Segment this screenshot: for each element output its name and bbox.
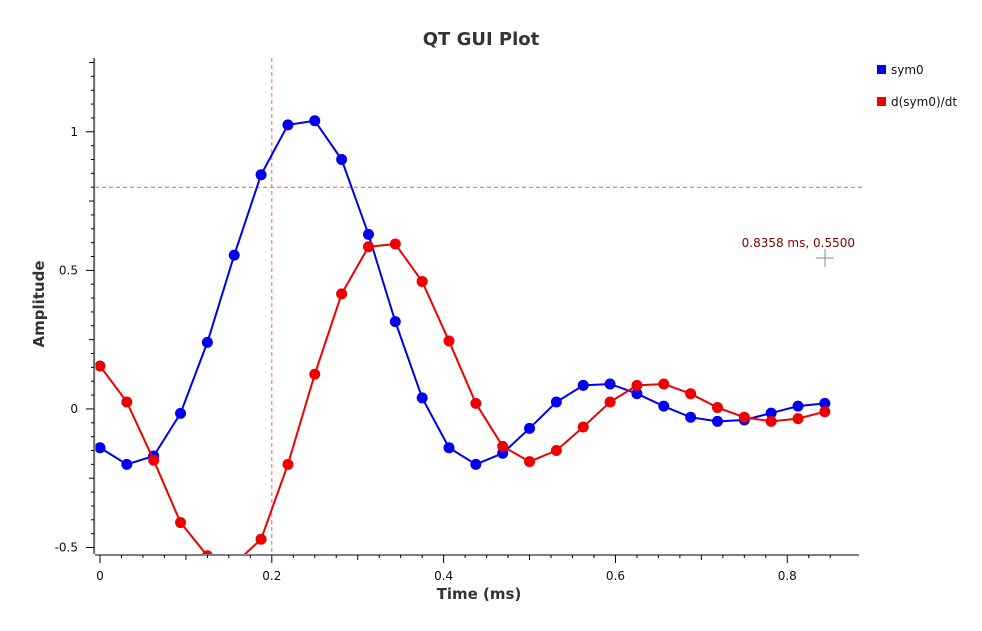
data-point-1-21: [658, 378, 670, 390]
marker-lines: [95, 58, 862, 554]
data-point-1-23: [711, 402, 723, 414]
data-point-0-0: [95, 442, 106, 454]
data-point-0-19: [604, 378, 616, 390]
x-tick-label: 0.2: [262, 569, 281, 583]
x-axis-label: Time (ms): [437, 585, 522, 603]
data-point-0-12: [416, 392, 428, 404]
y-tick-label: -0.5: [55, 541, 78, 555]
data-point-0-16: [524, 422, 536, 434]
data-point-1-17: [550, 445, 562, 456]
y-axis-label: Amplitude: [30, 260, 48, 347]
x-axis: 0 0.2 0.4 0.6 0.8: [95, 554, 859, 583]
data-point-1-24: [738, 411, 750, 423]
data-point-0-7: [282, 119, 294, 131]
data-point-1-12: [416, 275, 428, 287]
data-point-0-25: [765, 407, 777, 419]
data-point-0-6: [255, 169, 267, 181]
data-point-1-27: [819, 406, 831, 418]
data-point-0-13: [443, 442, 455, 454]
y-tick-label: 0.5: [59, 263, 78, 277]
data-point-1-26: [792, 413, 804, 425]
data-point-0-14: [470, 458, 482, 470]
data-point-1-9: [336, 288, 348, 300]
data-point-1-3: [175, 517, 187, 529]
x-tick-label: 0.6: [606, 569, 625, 583]
data-point-1-7: [282, 458, 294, 470]
data-point-0-4: [201, 336, 213, 348]
data-point-1-1: [121, 396, 133, 408]
data-point-1-25: [765, 415, 777, 427]
series-layer: [95, 115, 831, 570]
plot-title: QT GUI Plot: [423, 29, 540, 50]
y-axis: -0.5 0 0.5 1: [55, 58, 96, 555]
data-point-1-14: [470, 397, 482, 409]
data-point-0-9: [336, 154, 348, 165]
crosshair-cursor-icon: [816, 249, 834, 267]
data-point-1-13: [443, 335, 455, 347]
data-point-0-5: [228, 249, 240, 261]
data-point-0-17: [550, 396, 562, 408]
data-point-1-19: [604, 396, 616, 408]
data-point-1-10: [362, 241, 374, 253]
data-point-1-16: [524, 456, 536, 468]
cursor-readout: 0.8358 ms, 0.5500: [742, 236, 855, 250]
x-tick-label: 0.8: [778, 569, 797, 583]
data-point-1-15: [497, 440, 509, 452]
data-point-0-1: [121, 458, 133, 470]
series-line-1: [99, 242, 826, 554]
data-point-0-26: [792, 400, 804, 412]
x-tick-label: 0.4: [434, 569, 453, 583]
legend-item-label[interactable]: sym0: [891, 63, 924, 77]
series-line-0: [99, 119, 825, 466]
data-point-0-22: [685, 411, 697, 423]
data-point-1-4: [202, 550, 213, 554]
legend-swatch[interactable]: [877, 97, 886, 106]
legend-item-label[interactable]: d(sym0)/dt: [891, 95, 957, 109]
data-point-0-27: [819, 397, 831, 409]
data-point-0-11: [389, 316, 401, 328]
data-point-1-2: [148, 454, 160, 466]
data-point-0-23: [711, 415, 723, 427]
data-point-1-18: [577, 421, 589, 433]
x-tick-label: 0: [96, 569, 104, 583]
data-point-0-3: [175, 407, 187, 419]
data-point-0-20: [631, 388, 643, 400]
data-point-1-0: [95, 360, 106, 372]
data-point-1-6: [255, 533, 267, 545]
legend[interactable]: sym0 d(sym0)/dt: [877, 63, 957, 109]
plot-canvas[interactable]: [95, 58, 859, 554]
data-point-1-5: [229, 559, 240, 570]
data-point-1-20: [631, 379, 643, 391]
y-tick-label: 0: [70, 402, 78, 416]
data-point-0-21: [658, 400, 670, 412]
data-point-1-8: [309, 368, 321, 380]
data-point-1-22: [685, 388, 697, 400]
y-tick-label: 1: [70, 125, 78, 139]
data-point-1-11: [389, 238, 401, 250]
legend-swatch[interactable]: [877, 65, 886, 74]
data-point-0-8: [309, 115, 321, 127]
data-point-0-18: [577, 379, 589, 391]
data-point-0-10: [362, 228, 374, 240]
